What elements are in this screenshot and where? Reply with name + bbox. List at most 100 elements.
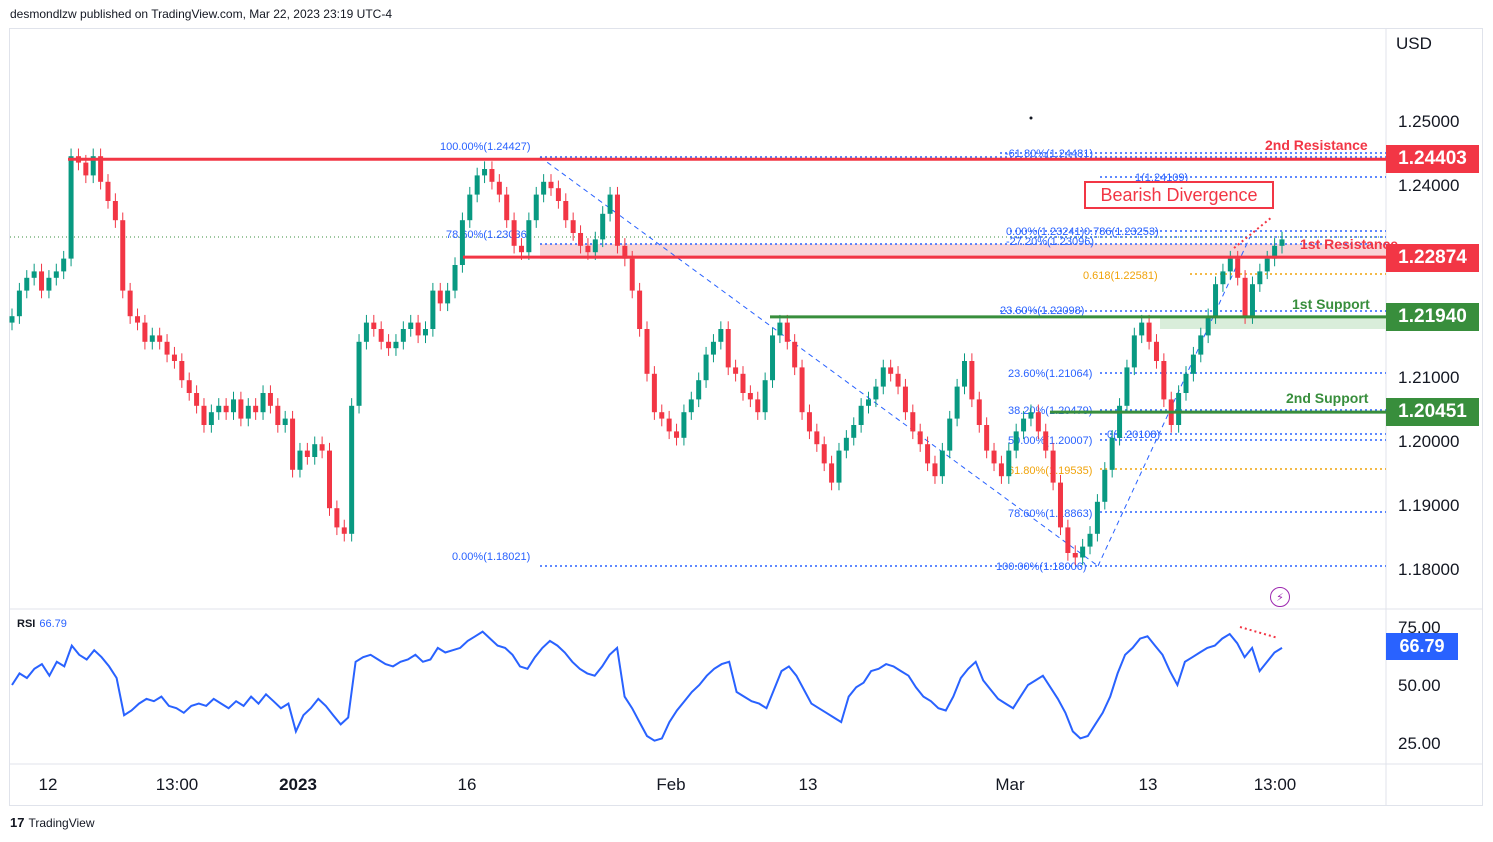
support-zone xyxy=(1160,316,1386,329)
candle-body xyxy=(157,335,163,342)
candle-body xyxy=(208,412,214,425)
candle-body xyxy=(651,373,657,413)
candle-body xyxy=(231,399,237,413)
candle-body xyxy=(437,290,443,304)
candle-body xyxy=(607,194,613,214)
candle-body xyxy=(873,386,879,400)
candle-body xyxy=(496,181,502,195)
fib-label: 61.80%(1.19535) xyxy=(1008,465,1092,477)
candle-body xyxy=(504,194,510,221)
candle-body xyxy=(821,444,827,464)
candle-body xyxy=(1235,258,1241,278)
candle-body xyxy=(917,431,923,445)
candle-body xyxy=(777,322,783,336)
fib-label: 0.00%(1.18021) xyxy=(452,551,530,563)
candle-body xyxy=(755,399,761,413)
candle-body xyxy=(976,399,982,425)
candle-body xyxy=(1109,437,1115,470)
candle-body xyxy=(762,380,768,413)
second-support-label: 2nd Support xyxy=(1286,390,1369,406)
candle-body xyxy=(718,329,724,342)
rsi-line xyxy=(11,630,1283,742)
candle-body xyxy=(1006,450,1012,477)
candle-body xyxy=(304,450,310,457)
divergence-price-line xyxy=(1233,216,1273,249)
candle-body xyxy=(1080,546,1086,558)
candle-body xyxy=(1190,354,1196,374)
candle-body xyxy=(349,405,355,534)
candle-body xyxy=(430,290,436,329)
time-tick-label: 13 xyxy=(799,775,818,794)
fib-label: 23.60%(1.22098) xyxy=(1000,305,1084,317)
candle-body xyxy=(659,412,665,419)
time-tick-label: 2023 xyxy=(279,775,317,794)
candle-body xyxy=(725,329,731,368)
candle-body xyxy=(1227,258,1233,272)
candle-body xyxy=(149,335,155,342)
fib-label: -27.20%(1.23096) xyxy=(1006,236,1094,248)
fib-label: 78.60%(1.23036) xyxy=(446,229,530,241)
candle-body xyxy=(998,463,1004,477)
lightning-icon[interactable]: ⚡ xyxy=(1270,587,1290,607)
candle-body xyxy=(83,162,89,176)
marker-dot xyxy=(1029,116,1033,120)
fib-label: 0.786(1.23253) xyxy=(1084,226,1159,238)
candle-body xyxy=(16,290,22,317)
candle-body xyxy=(902,386,908,413)
candle-body xyxy=(541,181,547,195)
candle-body xyxy=(1117,405,1123,438)
candle-body xyxy=(1153,341,1159,361)
candle-body xyxy=(637,290,643,329)
candle-body xyxy=(555,188,561,201)
candle-body xyxy=(681,412,687,438)
candle-body xyxy=(703,354,709,381)
candle-body xyxy=(1094,501,1100,534)
candle-body xyxy=(474,175,480,195)
candle-body xyxy=(895,373,901,387)
rsi-value-tag: 66.79 xyxy=(1386,633,1458,660)
candle-body xyxy=(1057,482,1063,528)
candle-body xyxy=(1242,277,1248,317)
candle-body xyxy=(98,156,104,182)
time-tick-label: 16 xyxy=(458,775,477,794)
candle-body xyxy=(1279,239,1285,246)
candle-body xyxy=(799,367,805,413)
price-tick-label: 1.25000 xyxy=(1398,112,1459,131)
candle-body xyxy=(851,425,857,438)
candle-body xyxy=(135,316,141,323)
candle-body xyxy=(747,393,753,400)
price-tick-label: 1.24000 xyxy=(1398,176,1459,195)
candle-body xyxy=(290,418,296,470)
first-resistance-price-tag: 1.22874 xyxy=(1386,244,1479,272)
candle-body xyxy=(585,245,591,253)
candle-body xyxy=(467,194,473,221)
candle-body xyxy=(688,399,694,413)
candle-body xyxy=(526,220,532,253)
candle-body xyxy=(334,508,340,528)
candle-body xyxy=(282,418,288,425)
candle-body xyxy=(600,213,606,240)
candle-body xyxy=(866,399,872,406)
candle-body xyxy=(371,322,377,329)
candle-body xyxy=(363,322,369,342)
candle-body xyxy=(112,201,118,221)
candle-body xyxy=(1087,533,1093,547)
candle-body xyxy=(356,341,362,406)
price-tick-label: 1.21000 xyxy=(1398,368,1459,387)
candle-body xyxy=(932,463,938,477)
candle-body xyxy=(1220,271,1226,285)
candle-body xyxy=(1183,373,1189,393)
candle-body xyxy=(297,450,303,470)
candle-body xyxy=(459,220,465,265)
candle-body xyxy=(223,405,229,413)
candle-body xyxy=(733,367,739,374)
time-tick-label: 12 xyxy=(39,775,58,794)
fib-trendline xyxy=(1097,236,1251,567)
fib-label: 0.00%(1.23241) xyxy=(1006,226,1084,238)
footer-brand: TradingView xyxy=(28,815,95,830)
candle-body xyxy=(910,412,916,432)
candle-body xyxy=(341,527,347,534)
candle-body xyxy=(245,405,251,419)
tradingview-logo-icon: 17 xyxy=(10,815,25,830)
